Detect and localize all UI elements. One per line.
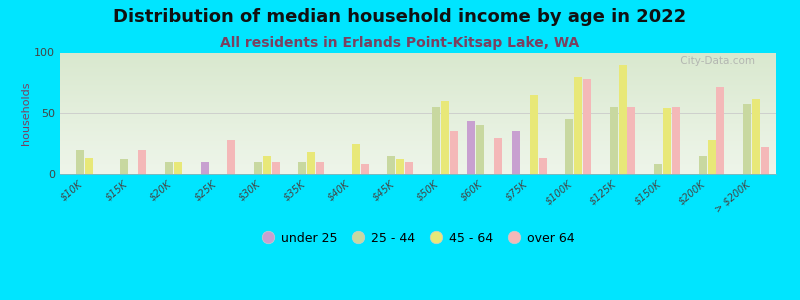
Bar: [476, 125, 484, 174]
Text: Distribution of median household income by age in 2022: Distribution of median household income …: [114, 8, 686, 26]
Bar: [262, 156, 270, 174]
Bar: [298, 162, 306, 174]
Bar: [138, 150, 146, 174]
Bar: [752, 99, 760, 174]
Bar: [307, 152, 315, 174]
Legend: under 25, 25 - 44, 45 - 64, over 64: under 25, 25 - 44, 45 - 64, over 64: [257, 227, 579, 250]
Bar: [530, 95, 538, 174]
Bar: [574, 77, 582, 174]
Bar: [432, 107, 440, 174]
Bar: [396, 159, 404, 174]
Bar: [85, 158, 93, 174]
Bar: [201, 162, 209, 174]
Bar: [121, 159, 129, 174]
Bar: [761, 147, 769, 174]
Bar: [654, 164, 662, 174]
Bar: [227, 140, 235, 174]
Bar: [316, 162, 324, 174]
Bar: [512, 131, 520, 174]
Bar: [707, 140, 715, 174]
Bar: [76, 150, 84, 174]
Bar: [672, 107, 680, 174]
Bar: [352, 144, 360, 174]
Bar: [566, 119, 574, 174]
Text: City-Data.com: City-Data.com: [677, 56, 754, 66]
Bar: [663, 108, 671, 174]
Bar: [361, 164, 369, 174]
Bar: [174, 162, 182, 174]
Bar: [717, 86, 725, 174]
Bar: [272, 162, 280, 174]
Bar: [743, 103, 751, 174]
Y-axis label: households: households: [22, 82, 31, 145]
Bar: [405, 162, 413, 174]
Bar: [450, 131, 458, 174]
Bar: [583, 79, 591, 174]
Bar: [538, 158, 546, 174]
Bar: [610, 107, 618, 174]
Bar: [441, 101, 449, 174]
Bar: [254, 162, 262, 174]
Bar: [618, 64, 626, 174]
Bar: [165, 162, 173, 174]
Bar: [698, 156, 706, 174]
Bar: [387, 156, 395, 174]
Bar: [467, 121, 475, 174]
Bar: [494, 137, 502, 174]
Text: All residents in Erlands Point-Kitsap Lake, WA: All residents in Erlands Point-Kitsap La…: [220, 36, 580, 50]
Bar: [627, 107, 635, 174]
